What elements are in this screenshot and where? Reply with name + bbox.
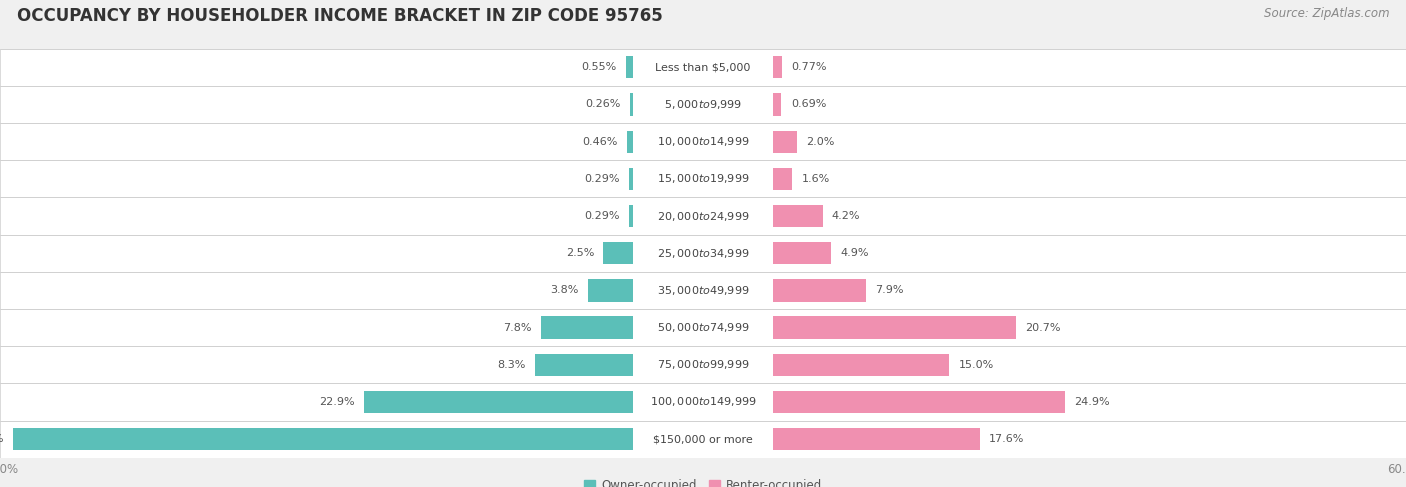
- Bar: [0, 160, 1406, 197]
- Text: 0.46%: 0.46%: [582, 137, 619, 147]
- Text: 22.9%: 22.9%: [319, 397, 354, 407]
- Text: Less than $5,000: Less than $5,000: [655, 62, 751, 72]
- Text: 3.8%: 3.8%: [550, 285, 579, 296]
- Text: $15,000 to $19,999: $15,000 to $19,999: [657, 172, 749, 186]
- Bar: [0, 86, 1406, 123]
- Bar: [13, 428, 633, 450]
- Bar: [626, 56, 633, 78]
- Text: 0.69%: 0.69%: [790, 99, 827, 110]
- Bar: [773, 391, 1066, 413]
- Text: 0.29%: 0.29%: [585, 211, 620, 221]
- Bar: [0, 49, 1406, 86]
- Text: 0.29%: 0.29%: [585, 174, 620, 184]
- Text: $20,000 to $24,999: $20,000 to $24,999: [657, 209, 749, 223]
- Bar: [630, 205, 633, 227]
- Bar: [773, 94, 782, 115]
- Text: 4.2%: 4.2%: [832, 211, 860, 221]
- Bar: [773, 131, 797, 153]
- Text: 1.6%: 1.6%: [801, 174, 830, 184]
- Text: 0.55%: 0.55%: [582, 62, 617, 72]
- Bar: [627, 131, 633, 153]
- Bar: [773, 354, 949, 376]
- Bar: [630, 94, 633, 115]
- Text: $50,000 to $74,999: $50,000 to $74,999: [657, 321, 749, 334]
- Text: $35,000 to $49,999: $35,000 to $49,999: [657, 284, 749, 297]
- Text: 2.5%: 2.5%: [565, 248, 593, 258]
- Bar: [0, 123, 1406, 160]
- Legend: Owner-occupied, Renter-occupied: Owner-occupied, Renter-occupied: [579, 474, 827, 487]
- Bar: [0, 309, 1406, 346]
- Text: 4.9%: 4.9%: [841, 248, 869, 258]
- Bar: [0, 383, 1406, 421]
- Text: 20.7%: 20.7%: [1025, 322, 1060, 333]
- Bar: [541, 317, 633, 339]
- Bar: [773, 205, 823, 227]
- Text: 7.9%: 7.9%: [875, 285, 904, 296]
- Bar: [0, 235, 1406, 272]
- Bar: [364, 391, 633, 413]
- Bar: [588, 279, 633, 301]
- Bar: [773, 279, 866, 301]
- Text: $25,000 to $34,999: $25,000 to $34,999: [657, 247, 749, 260]
- Text: 15.0%: 15.0%: [959, 360, 994, 370]
- Text: $5,000 to $9,999: $5,000 to $9,999: [664, 98, 742, 111]
- Bar: [603, 242, 633, 264]
- Text: $10,000 to $14,999: $10,000 to $14,999: [657, 135, 749, 148]
- Bar: [0, 197, 1406, 235]
- Text: 8.3%: 8.3%: [498, 360, 526, 370]
- Text: $75,000 to $99,999: $75,000 to $99,999: [657, 358, 749, 371]
- Text: 0.26%: 0.26%: [585, 99, 620, 110]
- Bar: [773, 242, 831, 264]
- Text: 17.6%: 17.6%: [988, 434, 1024, 444]
- Bar: [0, 272, 1406, 309]
- Text: $150,000 or more: $150,000 or more: [654, 434, 752, 444]
- Bar: [536, 354, 633, 376]
- Text: Source: ZipAtlas.com: Source: ZipAtlas.com: [1264, 7, 1389, 20]
- Text: 0.77%: 0.77%: [792, 62, 827, 72]
- Bar: [773, 317, 1015, 339]
- Text: OCCUPANCY BY HOUSEHOLDER INCOME BRACKET IN ZIP CODE 95765: OCCUPANCY BY HOUSEHOLDER INCOME BRACKET …: [17, 7, 662, 25]
- Text: 52.9%: 52.9%: [0, 434, 3, 444]
- Bar: [773, 428, 980, 450]
- Bar: [0, 346, 1406, 383]
- Text: $100,000 to $149,999: $100,000 to $149,999: [650, 395, 756, 409]
- Bar: [773, 168, 792, 190]
- Text: 24.9%: 24.9%: [1074, 397, 1111, 407]
- Bar: [630, 168, 633, 190]
- Text: 7.8%: 7.8%: [503, 322, 531, 333]
- Bar: [773, 56, 782, 78]
- Bar: [0, 421, 1406, 458]
- Text: 2.0%: 2.0%: [806, 137, 835, 147]
